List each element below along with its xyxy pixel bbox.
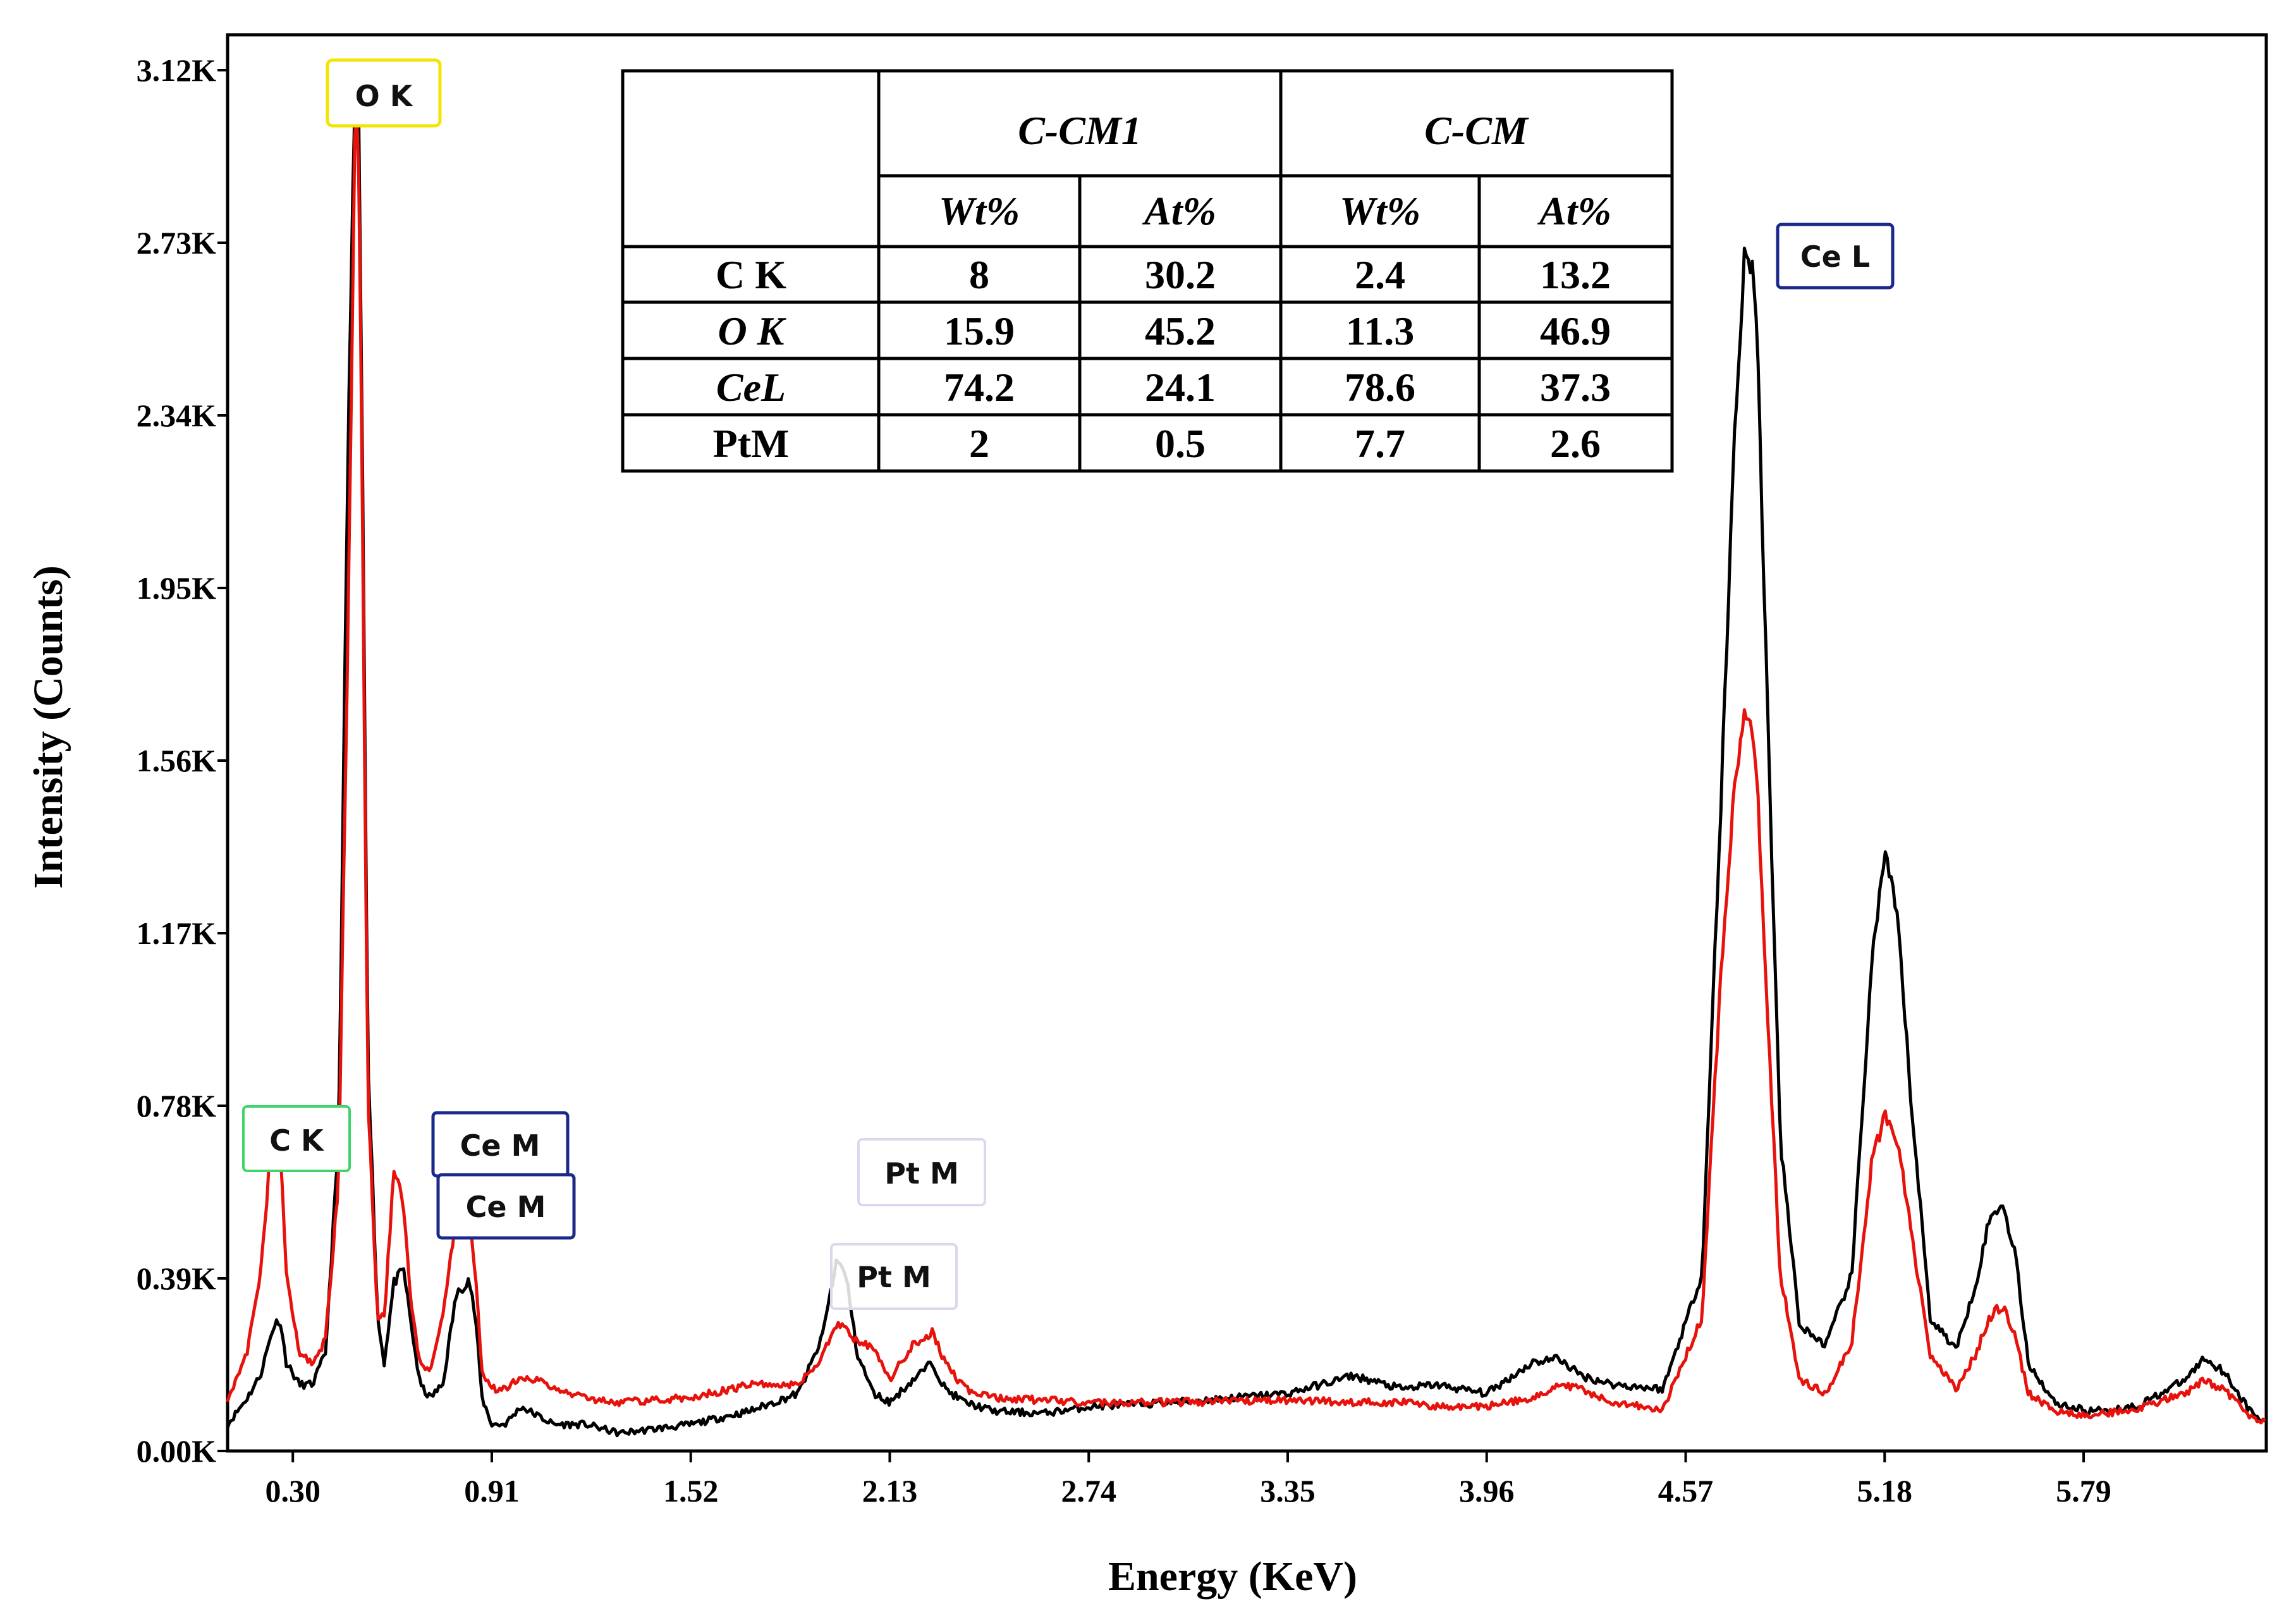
peak-label-c-k-box [242,1105,351,1172]
table-cell: 15.9 [944,309,1015,353]
table-cell: 13.2 [1540,252,1611,297]
composition-table: C-CM1 C-CM Wt% At% Wt% At% C K 8 30.2 2.4 13… [621,69,1674,473]
table-subheader: At% [1537,188,1611,233]
peak-label-ce-m-1-text: Ce M [460,1129,540,1163]
peak-label-o-k-text: O K [355,79,414,113]
x-tick-label: 5.18 [1857,1473,1913,1509]
table-cell: 2.4 [1355,252,1405,297]
x-tick-label: 2.74 [1061,1473,1116,1509]
table-row-element: O K [718,309,787,353]
x-tick-label: 5.79 [2056,1473,2111,1509]
table-cell: 46.9 [1540,309,1611,353]
peak-label-ce-m-1: Ce M [431,1111,570,1178]
x-tick-label: 3.35 [1260,1473,1316,1509]
table-cell: 0.5 [1155,421,1206,466]
peak-label-c-k-text: C K [269,1123,325,1158]
y-tick-label: 1.17K [137,915,217,951]
peak-label-ce-m-2-text: Ce M [466,1190,546,1224]
table-cell: 30.2 [1145,252,1216,297]
peak-label-pt-m-2: Pt M [830,1243,958,1310]
y-tick-label: 0.00K [137,1433,217,1469]
axis-ticks: 0.30 0.91 1.52 2.13 2.74 3.35 3.96 4.57 5.18 5.79… [137,52,2111,1509]
peak-label-pt-m-1: Pt M [857,1138,986,1206]
peak-label-ce-m-2-box [436,1173,576,1240]
peak-label-ce-m-2: Ce M [436,1173,576,1240]
plot-frame [226,33,2268,1453]
table-cell: 24.1 [1145,365,1216,410]
table-cell: 11.3 [1346,309,1414,353]
x-tick-label: 0.91 [464,1473,520,1509]
peak-label-o-k-box [326,58,442,128]
table-cell: 7.7 [1355,421,1405,466]
peak-label-ce-l-box [1776,223,1895,290]
peak-label-ce-l-text: Ce L [1800,240,1870,274]
peak-label-pt-m-1-box [857,1138,986,1206]
table-group-header: C-CM [1424,108,1529,153]
x-tick-label: 0.30 [265,1473,321,1509]
series-layer [226,71,2266,1438]
table-cell: 37.3 [1540,365,1611,410]
x-tick-label: 3.96 [1459,1473,1515,1509]
x-tick-label: 4.57 [1658,1473,1714,1509]
y-tick-label: 3.12K [137,52,217,88]
peak-label-o-k: O K [326,58,442,128]
y-tick-label: 0.78K [137,1088,217,1123]
table-rows: C K 8 30.2 2.4 13.2 O K 15.9 45.2 11.3 46.9 CeL 74.… [713,252,1611,466]
peak-label-ce-l: Ce L [1776,223,1895,290]
y-tick-label: 2.34K [137,398,217,433]
y-tick-label: 0.39K [137,1261,217,1296]
table-background [621,69,1674,473]
x-tick-label: 2.13 [862,1473,918,1509]
table-cell: 74.2 [944,365,1015,410]
table-subheader: Wt% [939,188,1020,233]
y-tick-label: 2.73K [137,225,217,260]
table-cell: 2 [969,421,989,466]
x-tick-label: 1.52 [663,1473,719,1509]
x-axis-title: Energy (KeV) [1108,1553,1357,1600]
y-tick-label: 1.56K [137,743,217,778]
peak-label-pt-m-1-text: Pt M [884,1156,959,1191]
table-row-element: CeL [716,365,786,410]
table-row-element: PtM [713,421,790,466]
table-row-element: C K [716,252,786,297]
y-axis-title: Intensity (Counts) [25,565,71,889]
peak-label-pt-m-2-box [830,1243,958,1310]
spectrum-series-1 [226,71,2266,1438]
y-tick-label: 1.95K [137,570,217,606]
table-cell: 2.6 [1550,421,1601,466]
table-cell: 78.6 [1345,365,1415,410]
table-subheader: Wt% [1340,188,1420,233]
peak-label-pt-m-2-text: Pt M [857,1260,931,1294]
peak-label-c-k: C K [242,1105,351,1172]
table-subheader: At% [1142,188,1216,233]
table-cell: 8 [969,252,989,297]
spectrum-series-2 [226,114,2266,1424]
table-group-header: C-CM1 [1018,108,1142,153]
table-cell: 45.2 [1145,309,1216,353]
